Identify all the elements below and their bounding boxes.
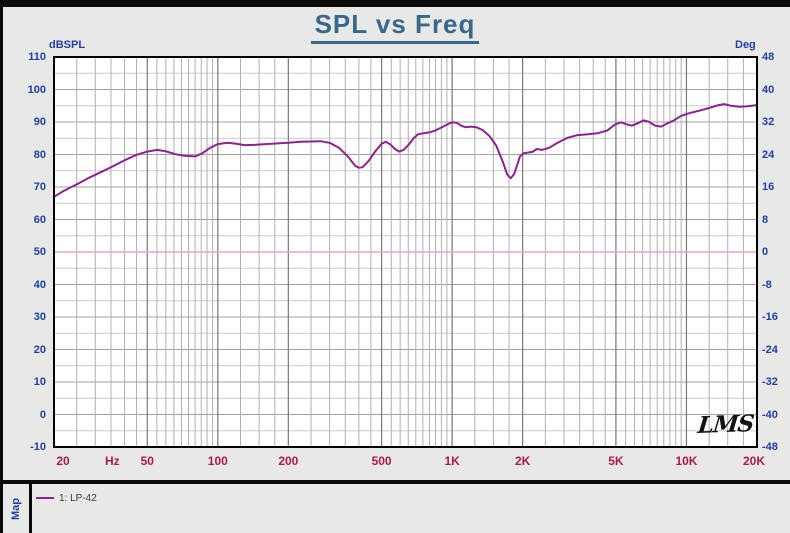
window-top-edge (0, 0, 790, 7)
y-axis-tick-right: 0 (762, 246, 769, 258)
legend-item-label: 1: LP-42 (59, 492, 97, 504)
y-axis-tick-left: 20 (33, 343, 46, 356)
y-axis-tick-left: 40 (33, 278, 46, 291)
y-axis-tick-left: 10 (33, 376, 46, 388)
x-axis-tick: 200 (278, 454, 299, 468)
lms-logo: LMS (696, 410, 755, 439)
y-axis-tick-left: 80 (33, 148, 46, 161)
y-axis-tick-right: 32 (762, 116, 775, 128)
left-axis-unit-label: dBSPL (49, 39, 86, 51)
x-axis-tick: 50 (140, 454, 154, 468)
legend-bar-separator (29, 484, 32, 533)
legend-item[interactable]: 1: LP-42 (36, 490, 97, 506)
y-axis-tick-right: -24 (762, 343, 778, 356)
x-axis-tick: 20 (56, 454, 70, 468)
y-axis-tick-left: 50 (33, 246, 46, 258)
y-axis-tick-right: -32 (762, 376, 778, 388)
tab-map[interactable]: Map (3, 484, 29, 533)
title-row: SPL vs Freq (0, 9, 790, 44)
window-left-edge (0, 0, 3, 533)
y-axis-tick-left: 110 (28, 51, 46, 63)
legend-swatch-icon (36, 497, 54, 499)
x-axis-tick: 2K (514, 454, 531, 468)
x-axis-tick: 100 (207, 454, 228, 468)
plot-frame (53, 56, 758, 448)
x-axis-tick: 20K (742, 454, 766, 468)
tab-map-label: Map (10, 497, 22, 520)
x-axis-tick: 10K (675, 454, 698, 468)
y-axis-tick-left: 60 (33, 213, 46, 226)
y-axis-tick-right: -48 (762, 441, 778, 453)
x-axis-tick: 5K (608, 454, 624, 468)
y-axis-tick-left: 30 (33, 311, 46, 323)
y-axis-tick-right: -40 (762, 408, 778, 421)
x-axis-unit-label: Hz (105, 454, 120, 468)
y-axis-tick-left: 0 (39, 408, 46, 421)
x-axis-tick: 500 (371, 454, 392, 468)
y-axis-tick-left: 90 (33, 116, 46, 128)
right-axis-unit-label: Deg (735, 39, 756, 51)
y-axis-tick-left: -10 (30, 441, 46, 453)
y-axis-tick-right: -16 (762, 311, 778, 323)
y-axis-tick-right: -8 (762, 278, 772, 291)
y-axis-tick-left: 100 (27, 83, 46, 96)
y-axis-tick-right: 16 (762, 181, 775, 193)
x-axis-tick: 1K (444, 454, 460, 468)
legend-bar-divider (0, 480, 790, 484)
y-axis-tick-left: 70 (33, 181, 46, 193)
y-axis-tick-right: 48 (762, 51, 775, 63)
y-axis-tick-right: 40 (762, 83, 775, 96)
spl-curve (53, 103, 758, 198)
page-title: SPL vs Freq (310, 9, 480, 44)
y-axis-tick-right: 24 (762, 148, 775, 161)
y-axis-tick-right: 8 (762, 213, 769, 226)
